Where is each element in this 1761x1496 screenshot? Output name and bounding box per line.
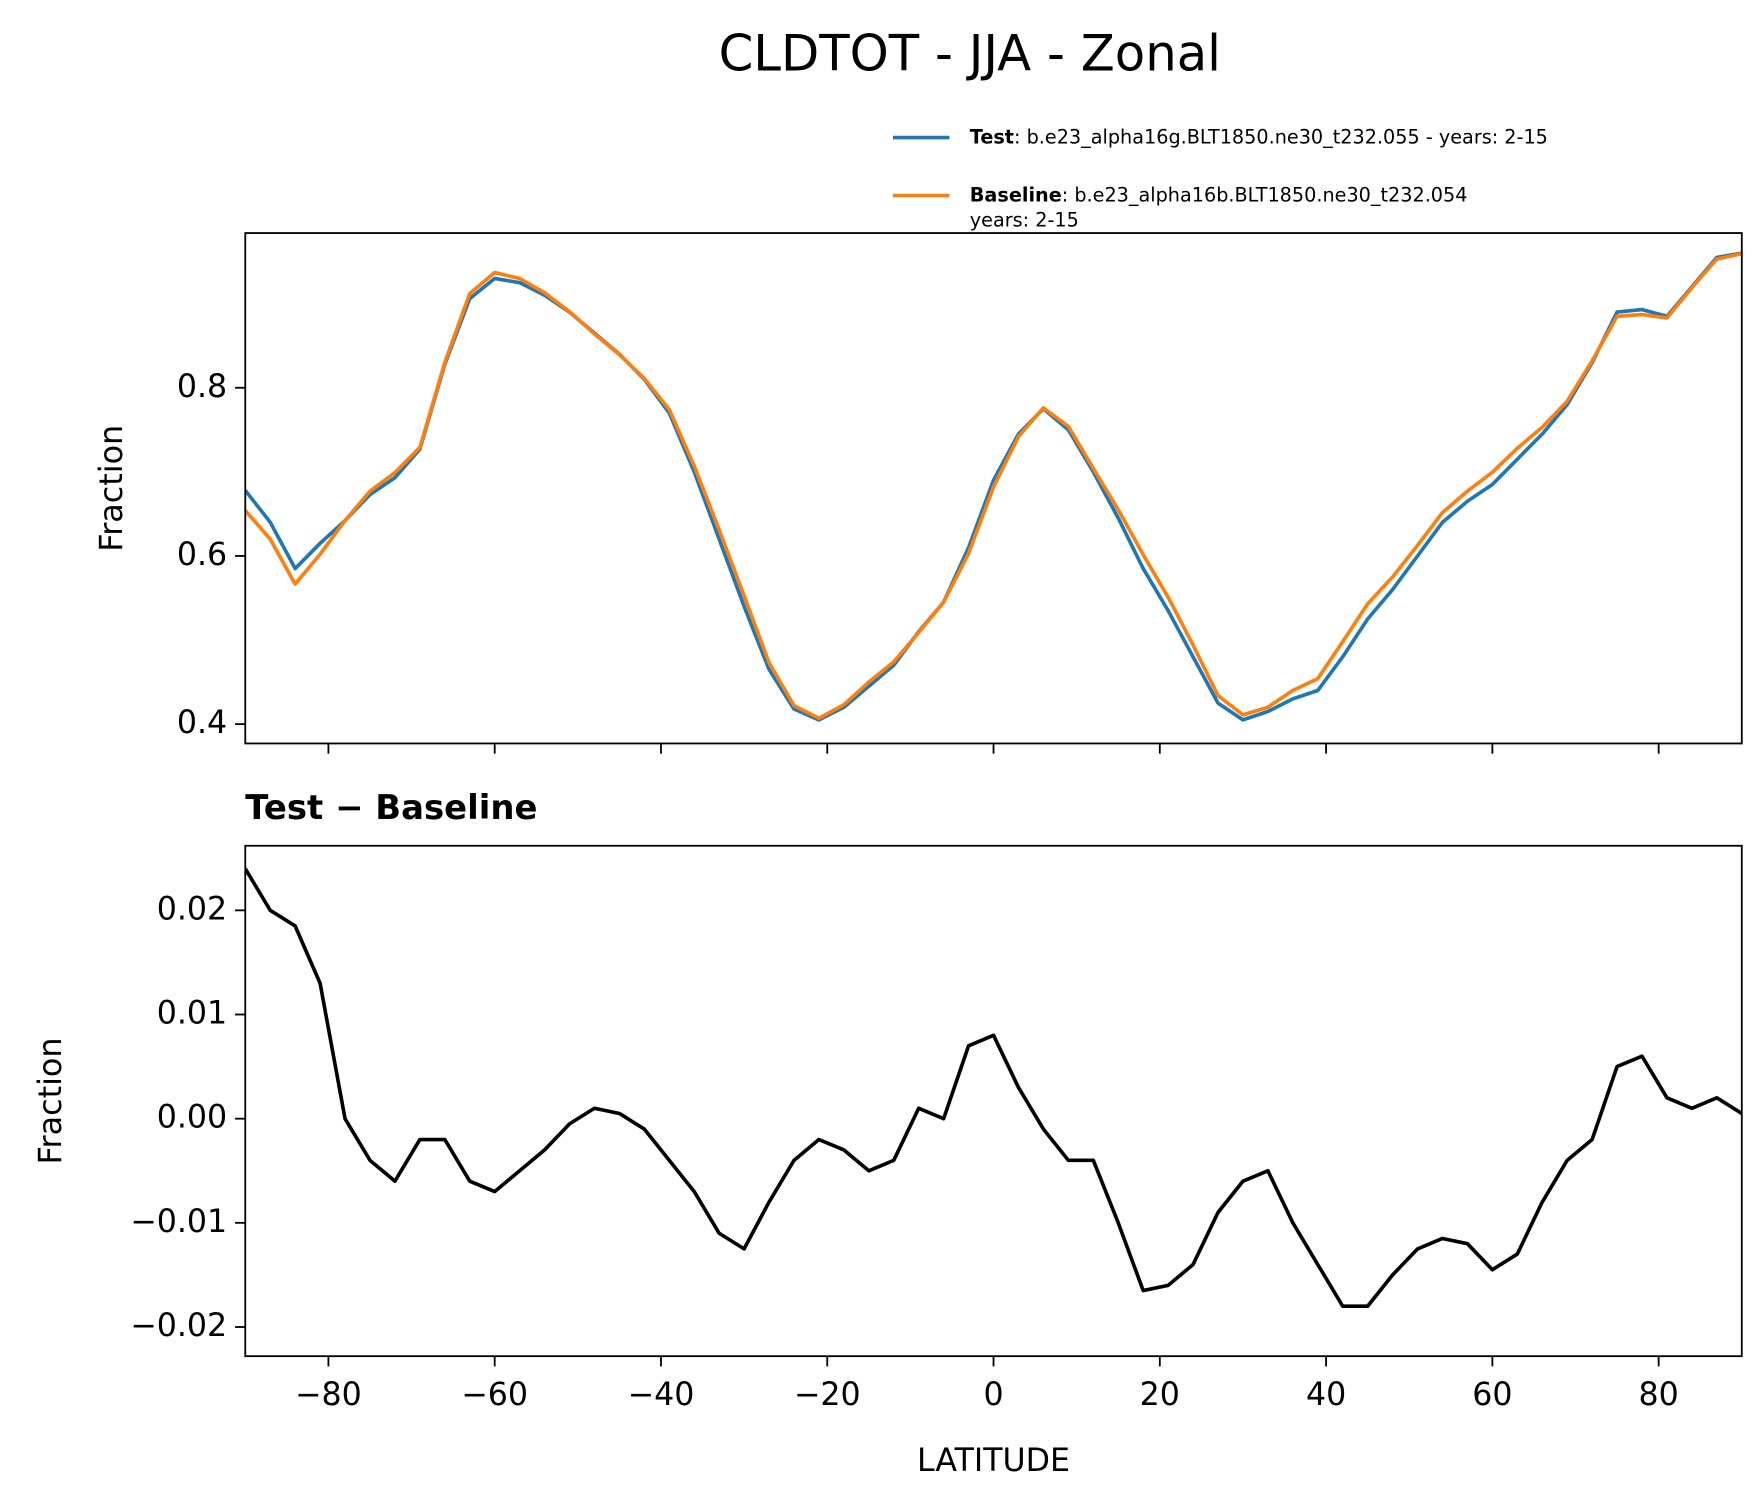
- legend-label: Baseline: b.e23_alpha16b.BLT1850.ne30_t2…: [970, 183, 1468, 206]
- axes-title: Test − Baseline: [245, 788, 537, 828]
- y-tick-label: −0.02: [130, 1308, 227, 1344]
- x-tick-label: −60: [461, 1377, 528, 1413]
- x-tick-label: −20: [794, 1377, 861, 1413]
- legend-description: years: 2-15: [970, 208, 1079, 231]
- y-tick-label: 0.00: [157, 1100, 227, 1136]
- x-tick-label: 40: [1306, 1377, 1346, 1413]
- y-axis-label: Fraction: [33, 1037, 69, 1164]
- legend-name: Test: [970, 125, 1014, 148]
- x-tick-label: 80: [1639, 1377, 1679, 1413]
- y-tick-label: 0.6: [177, 537, 227, 573]
- figure-title: CLDTOT - JJA - Zonal: [719, 24, 1221, 82]
- legend-description: : b.e23_alpha16g.BLT1850.ne30_t232.055 -…: [1014, 125, 1548, 148]
- y-axis-label: Fraction: [94, 425, 130, 552]
- data-line: [245, 251, 1742, 722]
- x-tick-label: 20: [1140, 1377, 1180, 1413]
- x-tick-label: −40: [628, 1377, 695, 1413]
- legend-label: Test: b.e23_alpha16g.BLT1850.ne30_t232.0…: [970, 125, 1548, 148]
- x-axis-label: LATITUDE: [917, 1443, 1070, 1479]
- y-tick-label: 0.01: [157, 995, 227, 1031]
- y-tick-label: 0.02: [157, 891, 227, 927]
- x-tick-label: 0: [983, 1377, 1003, 1413]
- x-tick-label: 60: [1472, 1377, 1512, 1413]
- data-line: [245, 867, 1742, 1308]
- x-tick-label: −80: [295, 1377, 362, 1413]
- y-tick-label: −0.01: [130, 1204, 227, 1240]
- legend-name: Baseline: [970, 183, 1062, 206]
- y-tick-label: 0.4: [177, 705, 227, 741]
- legend-description: : b.e23_alpha16b.BLT1850.ne30_t232.054: [1062, 183, 1468, 206]
- y-tick-label: 0.8: [177, 369, 227, 405]
- legend-label: years: 2-15: [970, 208, 1079, 231]
- data-line: [245, 251, 1742, 721]
